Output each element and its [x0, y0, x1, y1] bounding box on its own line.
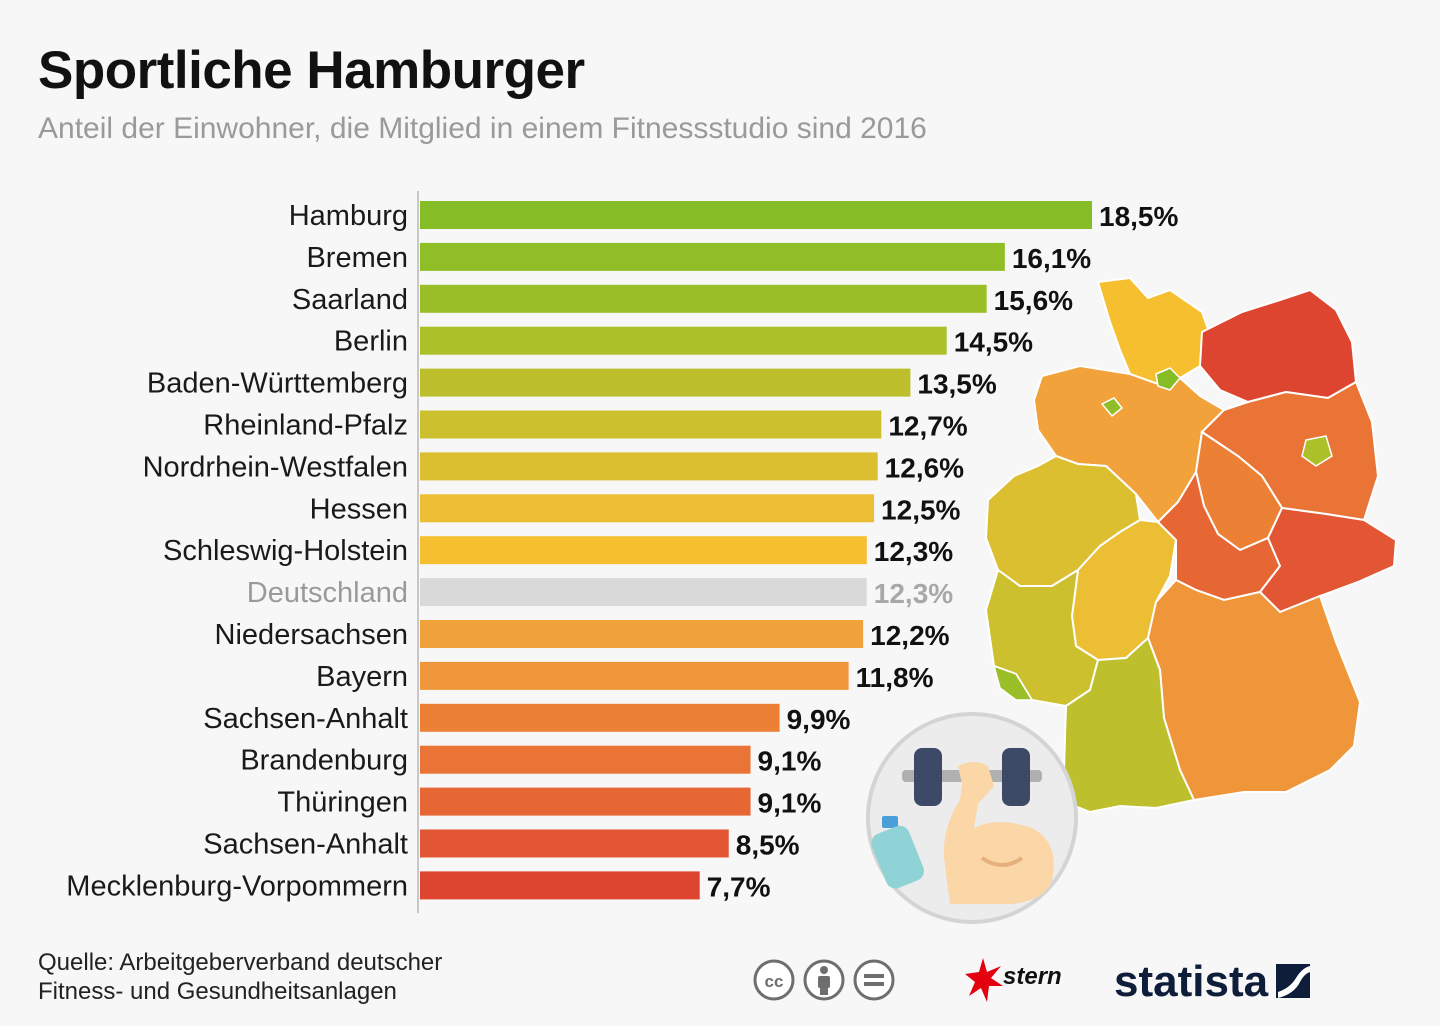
value-label: 14,5%	[954, 327, 1033, 358]
value-label: 12,2%	[870, 620, 949, 651]
category-label: Bremen	[306, 242, 408, 274]
category-label: Hamburg	[289, 200, 408, 232]
bar	[420, 326, 947, 355]
cc-icon: cc	[753, 959, 795, 1001]
category-label: Sachsen-Anhalt	[203, 703, 408, 735]
category-label: Bayern	[316, 661, 408, 693]
bar	[420, 829, 729, 858]
by-icon	[803, 959, 845, 1001]
value-label: 8,5%	[736, 830, 800, 861]
map-berlin	[1301, 435, 1333, 467]
stern-wordmark: stern	[1003, 963, 1062, 990]
license-icons: cc	[753, 959, 895, 1001]
category-label: Niedersachsen	[215, 619, 408, 651]
bar	[420, 745, 751, 774]
bar	[420, 536, 867, 565]
bar	[420, 410, 882, 439]
map-bremen	[1100, 397, 1124, 418]
value-label: 15,6%	[994, 285, 1073, 316]
bar	[420, 368, 911, 397]
category-label: Nordrhein-Westfalen	[143, 451, 408, 483]
water-bottle-icon	[871, 816, 925, 889]
category-label: Hessen	[310, 493, 408, 525]
value-label: 9,9%	[787, 704, 851, 735]
bar	[420, 578, 867, 607]
bar	[420, 787, 751, 816]
bar	[420, 452, 878, 481]
germany-map	[984, 276, 1398, 814]
category-label: Berlin	[334, 326, 408, 358]
bar	[420, 703, 780, 732]
value-label: 12,3%	[874, 536, 953, 567]
category-label: Schleswig-Holstein	[163, 535, 408, 567]
gym-illustration	[866, 712, 1078, 924]
value-label: 13,5%	[917, 369, 996, 400]
value-label: 18,5%	[1099, 201, 1178, 232]
value-label: 9,1%	[758, 746, 822, 777]
stern-star-icon	[965, 958, 1003, 1002]
bar	[420, 201, 1092, 229]
value-label: 12,3%	[874, 578, 953, 609]
source-note: Quelle: Arbeitgeberverband deutscher Fit…	[38, 948, 442, 1006]
dumbbell-arm-icon	[902, 748, 1054, 904]
map-sachsen	[1258, 506, 1398, 614]
value-label: 12,7%	[888, 411, 967, 442]
value-label: 11,8%	[856, 662, 934, 693]
category-label: Rheinland-Pfalz	[203, 410, 408, 442]
map-hamburg	[1155, 367, 1182, 391]
category-label: Saarland	[292, 284, 408, 316]
source-line-1: Quelle: Arbeitgeberverband deutscher	[38, 949, 443, 976]
bar-chart: Hamburg 18,5% Bremen 16,1% Saarland 15,6% Berl…	[66, 191, 1178, 914]
statista-mark-icon	[1276, 964, 1310, 998]
value-label: 12,6%	[885, 452, 964, 483]
category-label: Thüringen	[277, 787, 408, 819]
source-line-2: Fitness- und Gesundheitsanlagen	[38, 978, 397, 1005]
statista-wordmark: statista	[1114, 957, 1269, 1006]
bar	[420, 871, 700, 900]
nd-icon	[853, 959, 895, 1001]
category-label: Deutschland	[247, 577, 408, 609]
bar	[420, 494, 875, 523]
value-label: 16,1%	[1012, 243, 1091, 274]
category-label: Mecklenburg-Vorpommern	[66, 870, 408, 902]
chart-subtitle: Anteil der Einwohner, die Mitglied in ei…	[38, 112, 927, 145]
bar	[420, 284, 987, 313]
svg-text:cc: cc	[765, 972, 784, 991]
bar	[420, 242, 1005, 271]
value-label: 9,1%	[758, 788, 822, 819]
category-label: Sachsen-Anhalt	[203, 829, 408, 861]
stern-logo: stern	[965, 958, 1062, 1002]
chart-title: Sportliche Hamburger	[38, 41, 585, 100]
category-label: Brandenburg	[240, 745, 408, 777]
bar	[420, 661, 849, 690]
category-label: Baden-Württemberg	[147, 368, 408, 400]
bar	[420, 620, 864, 648]
map-saarland	[992, 664, 1034, 701]
value-label: 7,7%	[707, 871, 771, 902]
value-label: 12,5%	[881, 494, 960, 525]
statista-logo: statista	[1114, 957, 1310, 1006]
